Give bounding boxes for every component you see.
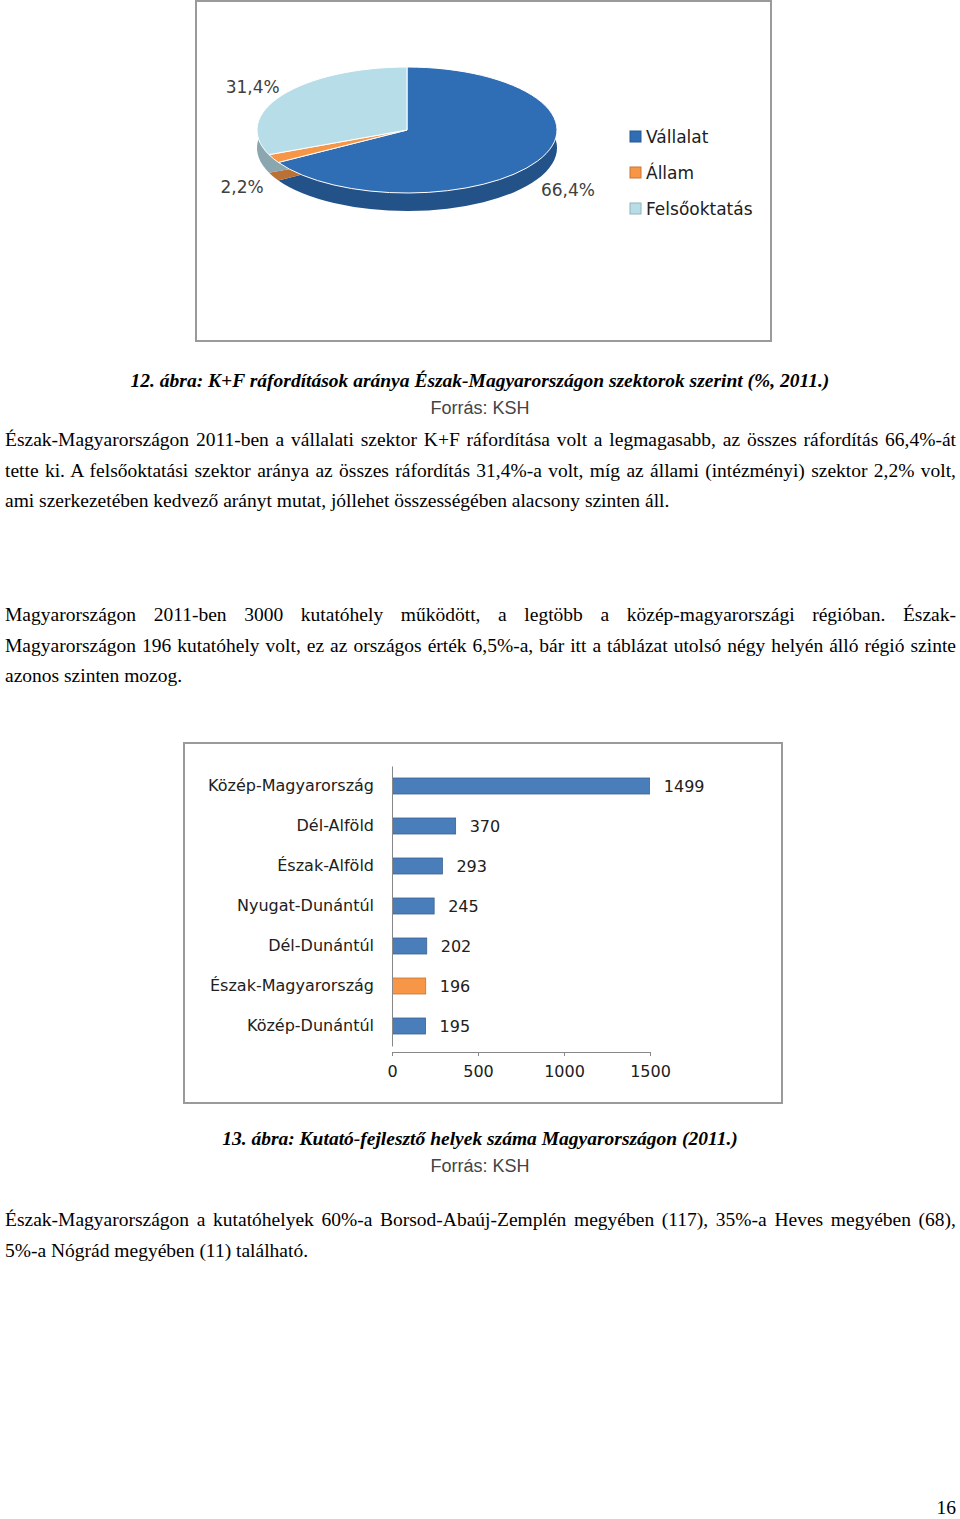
tick: Észak-Magyarország <box>210 976 374 995</box>
figure-caption: 12. ábra: K+F ráfordítások aránya Észak-… <box>0 370 960 392</box>
bar <box>392 898 434 914</box>
bar <box>392 858 442 874</box>
tick: Közép-Magyarország <box>208 776 374 795</box>
tick-label: Dél-Dunántúl <box>268 936 374 955</box>
tick-label: 1000 <box>544 1062 585 1081</box>
pie-chart: 66,4% 2,2% 31,4% Vállalat Állam Felsőoktatás <box>197 2 770 340</box>
tick-label: Észak-Magyarország <box>210 976 374 995</box>
data-label: 370 <box>470 817 501 836</box>
tick: 0 <box>387 1052 397 1081</box>
axis-line <box>393 1053 651 1057</box>
bars <box>392 778 650 1034</box>
tick-label: Közép-Dunántúl <box>247 1016 374 1035</box>
page-number: 16 <box>937 1497 957 1519</box>
tick-label: 500 <box>463 1062 494 1081</box>
tick: Észak-Alföld <box>277 856 374 875</box>
tick: Közép-Dunántúl <box>247 1016 374 1035</box>
tick-label: Dél-Alföld <box>297 816 374 835</box>
legend-swatch <box>630 167 641 178</box>
tick-label: Közép-Magyarország <box>208 776 374 795</box>
tick: 1500 <box>630 1052 671 1081</box>
legend-entry: Vállalat <box>630 127 709 147</box>
tick: Dél-Alföld <box>297 816 374 835</box>
figure-caption: 13. ábra: Kutató-fejlesztő helyek száma … <box>0 1128 960 1150</box>
tick-label: 1500 <box>630 1062 671 1081</box>
tick-label: Nyugat-Dunántúl <box>237 896 374 915</box>
tick-label: 0 <box>387 1062 397 1081</box>
legend: Vállalat Állam Felsőoktatás <box>630 127 753 219</box>
legend-entry: Felsőoktatás <box>630 199 753 219</box>
tick: 1000 <box>544 1052 585 1081</box>
tick-label: Észak-Alföld <box>277 856 374 875</box>
bar <box>392 978 426 994</box>
figure-source: Forrás: KSH <box>0 1156 960 1177</box>
figure-source: Forrás: KSH <box>0 398 960 419</box>
tick-mark <box>478 1052 479 1056</box>
data-label: 196 <box>440 977 471 996</box>
legend-label: Vállalat <box>646 127 709 147</box>
tick: Nyugat-Dunántúl <box>237 896 374 915</box>
data-label: 31,4% <box>226 77 280 97</box>
axis-line <box>392 767 393 1047</box>
figure-frame: 1499 370 293 245 202 196 195 0 500 1000 1500 Közép-… <box>183 742 783 1104</box>
bar <box>392 1018 426 1034</box>
legend-label: Felsőoktatás <box>646 199 753 219</box>
data-label: 2,2% <box>221 177 264 197</box>
legend-swatch <box>630 203 641 214</box>
bar <box>392 818 456 834</box>
data-label: 66,4% <box>541 180 595 200</box>
page: 12. ábra: K+F ráfordítások aránya Észak-… <box>0 0 960 1519</box>
bar <box>392 938 427 954</box>
data-labels: 1499 370 293 245 202 196 195 <box>440 777 705 1036</box>
legend-label: Állam <box>646 162 694 183</box>
data-label: 202 <box>441 937 472 956</box>
data-label: 195 <box>440 1017 471 1036</box>
bar <box>392 778 650 794</box>
paragraph: Magyarországon 2011-ben 3000 kutatóhely … <box>5 600 956 692</box>
data-label: 293 <box>456 857 487 876</box>
tick-mark <box>564 1052 565 1056</box>
legend-entry: Állam <box>630 162 694 183</box>
figure-frame: 66,4% 2,2% 31,4% Vállalat Állam Felsőoktatás <box>195 0 772 342</box>
paragraph: Észak-Magyarországon a kutatóhelyek 60%-… <box>5 1205 956 1266</box>
tick-mark <box>392 1052 393 1056</box>
legend-swatch <box>630 131 641 142</box>
data-label: 245 <box>448 897 479 916</box>
bar-chart: 1499 370 293 245 202 196 195 0 500 1000 1500 Közép-… <box>185 744 781 1102</box>
data-labels: 66,4% 2,2% 31,4% <box>221 77 595 200</box>
tick: Dél-Dunántúl <box>268 936 374 955</box>
x-axis: 0 500 1000 1500 <box>387 1052 670 1081</box>
data-label: 1499 <box>664 777 705 796</box>
tick: 500 <box>463 1052 494 1081</box>
tick-mark <box>650 1052 651 1056</box>
y-axis: Közép-Magyarország Dél-Alföld Észak-Alföld… <box>208 767 392 1047</box>
paragraph: Észak-Magyarországon 2011-ben a vállalat… <box>5 425 956 517</box>
pie-slices <box>257 67 557 193</box>
